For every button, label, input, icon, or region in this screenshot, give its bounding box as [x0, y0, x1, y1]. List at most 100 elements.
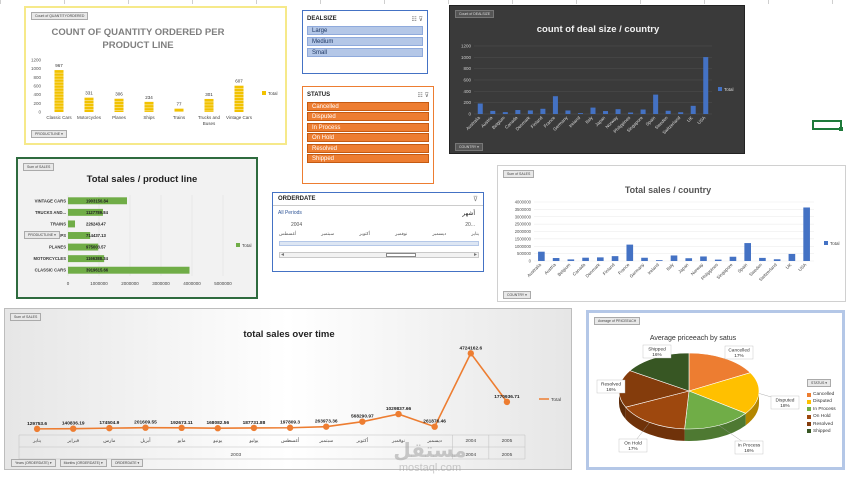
bar [68, 266, 190, 274]
quantity-chart-panel[interactable]: Count of QUANTITYORDERED COUNT OF QUANTI… [24, 6, 287, 145]
x-tick-label: مايو [177, 438, 186, 444]
timeline-month-label[interactable]: سبتمبر [321, 231, 335, 236]
legend-label: Total [268, 91, 278, 96]
status-item-in-process[interactable]: In Process [307, 122, 429, 132]
data-point [70, 425, 77, 432]
sheet-gridlines [0, 0, 868, 4]
sales-productline-chart-panel[interactable]: Sum of SALES Total sales / product line 0… [16, 157, 258, 299]
pie-legend-item: Shipped [807, 429, 842, 434]
time-filter-button[interactable]: Months (ORDERDATE) ▾ [59, 459, 107, 467]
y-tick-label: TRAINS [50, 221, 66, 226]
timeline-month-label[interactable]: يناير [471, 231, 479, 236]
data-label: 234 [145, 95, 153, 100]
status-item-disputed[interactable]: Disputed [307, 112, 429, 121]
pie-chart-panel[interactable]: Average of PRICEEACH Average priceeach b… [586, 310, 845, 470]
bar [174, 108, 184, 112]
dealsize-country-filter-button[interactable]: COUNTRY ▾ [455, 143, 483, 151]
chart-title: Average priceeach by satus [650, 335, 737, 342]
data-label-value: 18% [780, 403, 790, 409]
legend-label: Total [830, 241, 840, 246]
scroll-left-icon[interactable]: ◂ [281, 252, 285, 258]
timeline-scrollbar[interactable]: ◂ ▸ [279, 252, 479, 258]
chevron-down-icon: ▾ [525, 293, 527, 297]
quantity-chart-badge: Count of QUANTITYORDERED [31, 12, 89, 20]
bar [590, 107, 596, 114]
clear-filter-icon[interactable]: ⊽ [472, 196, 478, 203]
data-label: 201609.55 [134, 420, 157, 426]
data-label-box [642, 344, 672, 359]
bar [773, 259, 781, 261]
data-label: 1903150.84 [86, 198, 109, 203]
dealsize-slicer[interactable]: DEALSIZE ☷ ⊽ Large Medium Small [302, 10, 428, 74]
data-label: 975003.57 [86, 245, 106, 250]
x-tick-label: سبتمبر [318, 439, 333, 444]
sales-time-chart-panel[interactable]: Sum of SALES total sales over time 129753… [4, 308, 572, 470]
timeline-unit-selector[interactable]: أشهر [462, 210, 475, 217]
dealsize-country-chart-panel[interactable]: Count of DEALSIZE count of deal size / c… [449, 5, 745, 154]
timeline-track[interactable] [279, 241, 479, 246]
data-label: 226243.47 [86, 221, 106, 226]
sales-country-filter-button[interactable]: COUNTRY ▾ [503, 291, 531, 299]
timeline-month-label[interactable]: نوفمبر [395, 231, 408, 236]
y-tick-label: 0 [468, 112, 471, 117]
watermark-logo: مستقل mostaql.com [380, 440, 480, 474]
x-tick-label: Australia [465, 115, 481, 131]
multi-select-icon[interactable]: ☷ [417, 92, 423, 99]
status-item-shipped[interactable]: Shipped [307, 154, 429, 163]
time-filter-label: Years (ORDERDATE) [15, 461, 49, 465]
x-tick-label: Australia [526, 262, 542, 278]
selected-cell[interactable] [812, 120, 843, 131]
timeline-scroll-thumb[interactable] [386, 253, 416, 257]
scroll-right-icon[interactable]: ▸ [473, 252, 477, 258]
pie-legend-filter-button[interactable]: STATUS ▾ [807, 379, 832, 387]
clear-filter-icon[interactable]: ⊽ [418, 16, 423, 23]
chevron-down-icon: ▾ [136, 461, 140, 465]
time-filter-button[interactable]: Years (ORDERDATE) ▾ [11, 459, 56, 467]
year-group-label: 2003 [231, 452, 242, 458]
bar [626, 244, 634, 261]
bar [538, 251, 545, 261]
data-label-value: 16% [606, 387, 616, 393]
chart-title: count of deal size / country [537, 24, 660, 35]
x-tick-label: Finland [530, 115, 544, 129]
timeline-month-label[interactable]: أكتوبر [359, 231, 371, 236]
bar [540, 108, 546, 114]
chevron-down-icon: ▾ [825, 381, 828, 385]
bar [714, 259, 722, 261]
bar [759, 257, 766, 261]
status-item-cancelled[interactable]: Cancelled [307, 101, 429, 111]
timeline-year-left: 2004 [291, 222, 303, 228]
timeline-month-label[interactable]: ديسمبر [432, 231, 447, 236]
x-tick-label: 3000000 [152, 281, 170, 286]
status-item-on-hold[interactable]: On Hold [307, 133, 429, 142]
dealsize-item-large[interactable]: Large [307, 26, 423, 35]
bar [685, 258, 693, 261]
bar [670, 255, 678, 261]
sales-productline-filter-button[interactable]: PRODUCTLINE ▾ [24, 231, 60, 239]
quantity-filter-button[interactable]: PRODUCTLINE ▾ [31, 130, 67, 138]
sales-country-chart-panel[interactable]: Sum of SALES Total sales / country 400000… [497, 165, 846, 302]
dealsize-item-medium[interactable]: Medium [307, 37, 423, 46]
legend-swatch [718, 87, 722, 91]
chart-title: Total sales / country [625, 185, 711, 195]
quantity-bar-chart: COUNT OF QUANTITY ORDERED PER PRODUCT LIN… [31, 27, 278, 126]
status-item-resolved[interactable]: Resolved [307, 143, 429, 153]
x-tick-label: أبريل [140, 437, 151, 444]
legend-swatch [807, 429, 811, 434]
status-slicer[interactable]: STATUS ☷ ⊽ Cancelled Disputed In Process On… [302, 86, 434, 184]
x-tick-label: فبراير [66, 438, 79, 444]
x-tick-label: Ireland [568, 115, 582, 129]
bar [744, 243, 751, 261]
x-tick-label: ديسمبر [426, 439, 442, 444]
orderdate-timeline[interactable]: ORDERDATE ⊽ All Periods أشهر 2004 20... … [272, 192, 484, 272]
dealsize-item-small[interactable]: Small [307, 48, 423, 57]
all-periods-label[interactable]: All Periods [278, 210, 302, 216]
clear-filter-icon[interactable]: ⊽ [424, 92, 429, 99]
data-label: 1770936.71 [494, 394, 520, 400]
time-filter-button[interactable]: ORDERDATE ▾ [110, 459, 144, 467]
timeline-month-label[interactable]: أغسطس [279, 231, 297, 236]
bar [68, 197, 127, 205]
data-label: 1127789.84 [86, 210, 109, 215]
multi-select-icon[interactable]: ☷ [411, 16, 417, 23]
y-tick-label: 2000000 [515, 229, 532, 234]
